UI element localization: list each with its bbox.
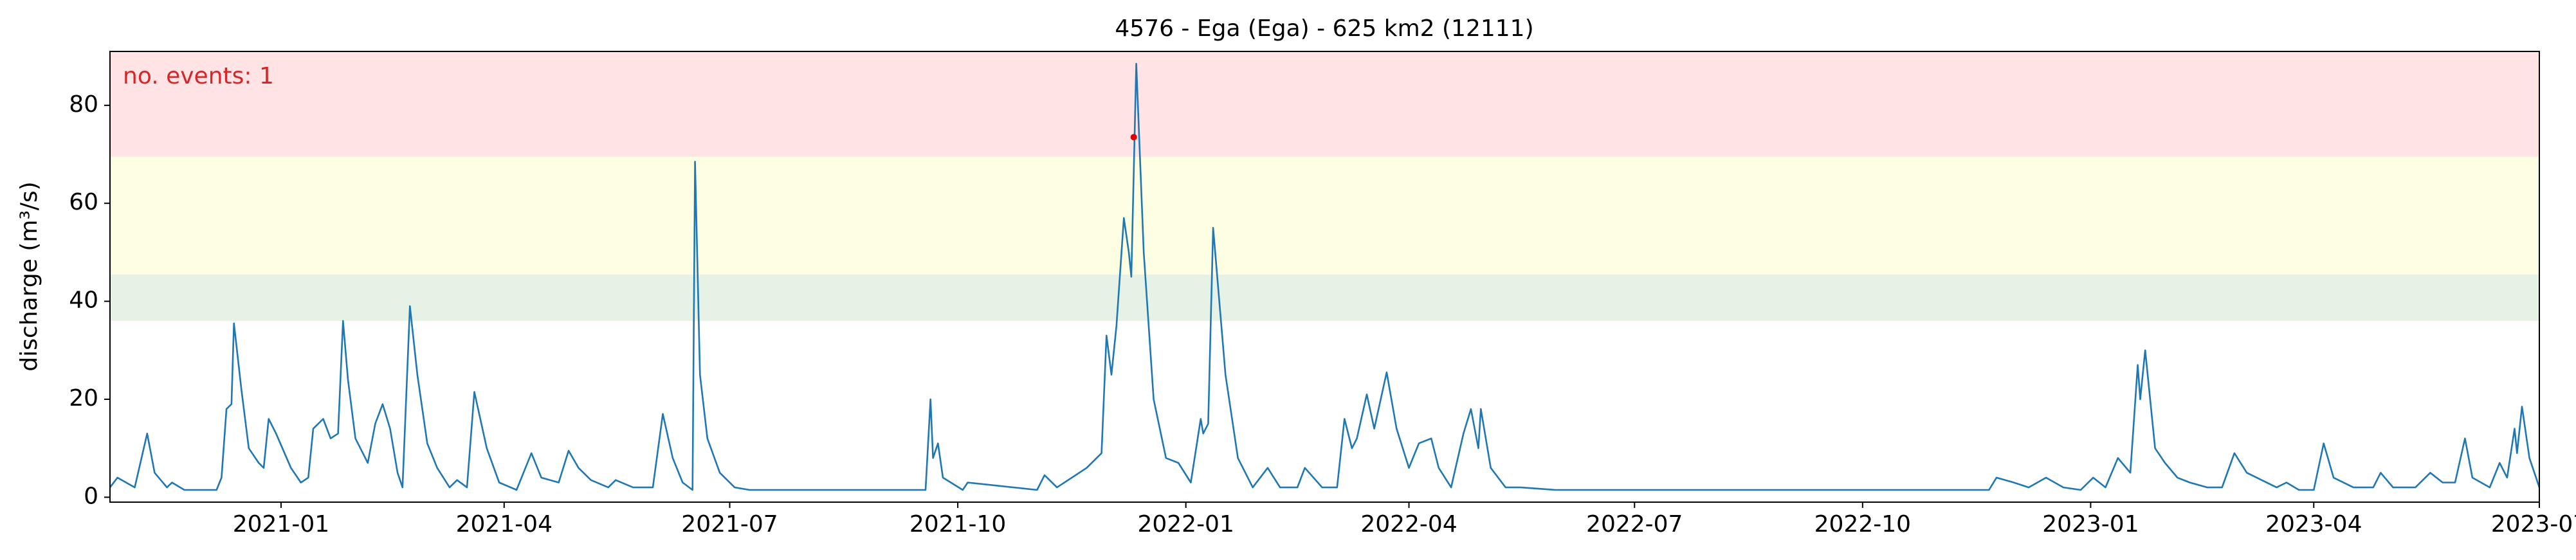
y-tick-label: 40	[69, 287, 98, 314]
x-tick-label: 2023-07	[2491, 511, 2576, 537]
y-tick-label: 20	[69, 385, 98, 411]
event-marker	[1130, 134, 1137, 141]
y-tick-label: 60	[69, 189, 98, 215]
chart-title: 4576 - Ega (Ega) - 625 km2 (12111)	[1115, 15, 1533, 42]
discharge-line	[109, 62, 2541, 491]
plot-frame	[109, 51, 2540, 503]
threshold-band	[110, 156, 2539, 275]
event-count: no. events: 1	[123, 63, 274, 89]
x-tick-label: 2022-07	[1586, 511, 1683, 537]
x-tick-label: 2021-04	[456, 511, 553, 537]
threshold-band	[110, 274, 2539, 321]
x-tick-label: 2021-01	[233, 511, 329, 537]
x-tick-label: 2023-04	[2265, 511, 2362, 537]
x-tick-label: 2021-07	[681, 511, 778, 537]
threshold-band	[110, 51, 2539, 157]
x-tick-label: 2022-10	[1814, 511, 1911, 537]
x-tick-label: 2021-10	[909, 511, 1006, 537]
x-tick-label: 2023-01	[2042, 511, 2139, 537]
y-tick-label: 0	[84, 483, 98, 509]
x-tick-label: 2022-04	[1360, 511, 1457, 537]
x-tick-label: 2022-01	[1137, 511, 1234, 537]
y-tick-label: 80	[69, 91, 98, 118]
y-axis-label: discharge (m³/s)	[16, 181, 42, 371]
